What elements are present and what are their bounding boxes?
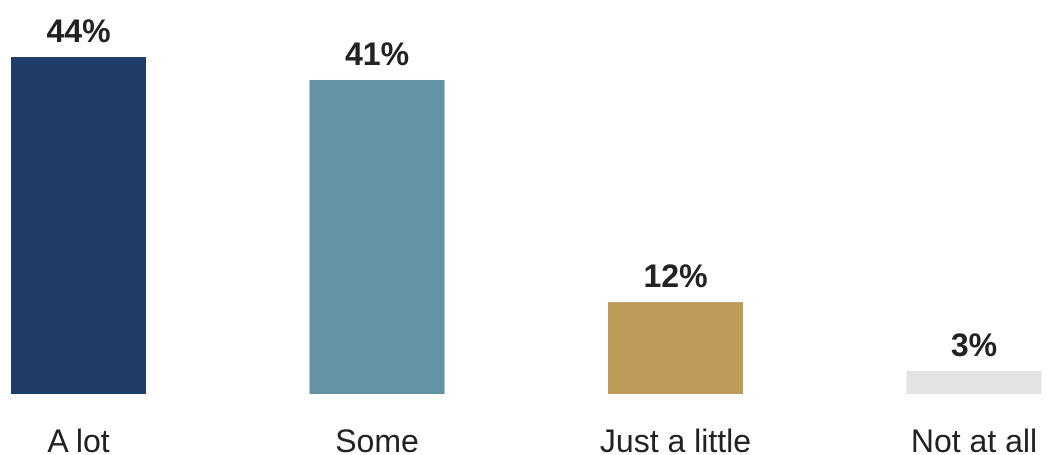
bars-layer — [11, 57, 1042, 395]
category-label-some: Some — [335, 423, 419, 455]
bar-some — [309, 79, 445, 395]
value-label-not-at-all: 3% — [951, 327, 997, 363]
category-label-not-at-all: Not at all — [911, 423, 1037, 455]
value-label-some: 41% — [345, 36, 409, 72]
category-labels-layer: A lot Some Just a little Not at all — [47, 423, 1037, 455]
bar-just-a-little — [608, 302, 743, 394]
value-label-a-lot: 44% — [46, 13, 110, 49]
value-label-just-a-little: 12% — [643, 258, 707, 294]
bar-a-lot — [11, 57, 146, 394]
bar-not-at-all — [906, 371, 1042, 394]
value-labels-layer: 44% 41% 12% 3% — [46, 13, 997, 363]
category-label-just-a-little: Just a little — [600, 423, 751, 455]
category-label-a-lot: A lot — [47, 423, 109, 455]
